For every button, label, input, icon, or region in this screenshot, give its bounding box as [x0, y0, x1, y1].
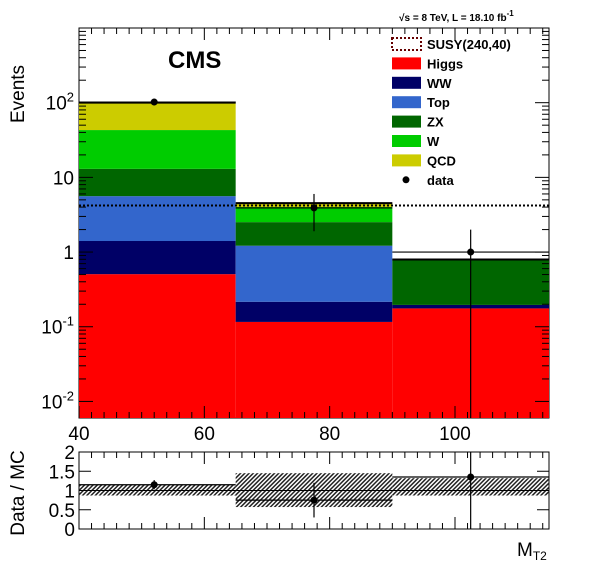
legend-swatch-qcd: [392, 154, 421, 167]
y-tick-exponent: -2: [62, 388, 74, 403]
bar-ww-bin-1: [235, 301, 393, 322]
data-point-1: [310, 204, 318, 212]
legend: SUSY(240,40) Higgs WW Top ZX W QCD data: [391, 37, 511, 188]
ratio-y-tick-label-2: 1: [64, 482, 75, 503]
legend-marker-data: [402, 176, 410, 184]
y-tick-label-4: 102: [46, 90, 74, 115]
x-axis-title-sub: T2: [533, 549, 547, 563]
legend-label-qcd: QCD: [427, 153, 456, 168]
legend-swatch-signal: [391, 37, 422, 51]
y-axis-title: Events: [8, 65, 29, 123]
x-axis-title-main: M: [517, 540, 533, 561]
ratio-point-2: [467, 473, 475, 481]
bar-higgs-bin-0: [79, 274, 236, 418]
y-tick-label-3: 10: [53, 168, 74, 189]
y-tick-base: 10: [41, 318, 62, 339]
legend-label-ww: WW: [427, 76, 452, 91]
bar-top-bin-1: [235, 245, 393, 302]
bar-qcd-bin-0: [79, 102, 236, 131]
x-tick-label-2: 80: [319, 424, 340, 445]
ratio-y-tick-label-0: 0: [64, 520, 75, 541]
ratio-point-1: [310, 496, 318, 504]
x-tick-label-1: 60: [194, 424, 215, 445]
legend-swatch-zx: [392, 115, 421, 128]
legend-label-top: Top: [427, 95, 450, 110]
x-axis-title: MT2: [517, 540, 547, 563]
legend-label-data: data: [427, 173, 455, 188]
ratio-uncertainty-band-0: [79, 484, 236, 496]
legend-swatch-higgs: [392, 57, 421, 70]
x-tick-label-3: 100: [439, 424, 471, 445]
legend-swatch-top: [392, 96, 421, 109]
lumi-text: √s = 8 TeV, L = 18.10 fb: [399, 13, 507, 24]
ratio-y-tick-label-3: 1.5: [49, 462, 75, 483]
bar-zx-bin-0: [79, 168, 236, 197]
legend-label-zx: ZX: [427, 115, 444, 130]
y-tick-exponent: 2: [67, 90, 74, 105]
ratio-y-tick-label-4: 2: [64, 443, 75, 464]
ratio-point-0: [150, 481, 158, 489]
bar-higgs-bin-1: [235, 321, 393, 418]
bar-w-bin-0: [79, 130, 236, 169]
lumi-label: √s = 8 TeV, L = 18.10 fb-1: [399, 9, 514, 24]
data-point-0: [150, 98, 158, 106]
y-tick-base: 10: [46, 94, 67, 115]
ratio-y-tick-label-1: 0.5: [49, 501, 75, 522]
y-tick-exponent: -1: [62, 314, 74, 329]
legend-label-susy-240-40-: SUSY(240,40): [427, 37, 511, 52]
bar-top-bin-0: [79, 196, 236, 242]
cms-label: CMS: [168, 47, 221, 74]
lumi-exponent: -1: [507, 9, 515, 18]
bar-ww-bin-0: [79, 241, 236, 275]
legend-label-w: W: [427, 134, 440, 149]
y-tick-base: 1: [63, 243, 74, 264]
x-tick-label-0: 40: [68, 424, 89, 445]
legend-label-higgs: Higgs: [427, 56, 463, 71]
data-point-2: [467, 248, 475, 256]
y-tick-label-2: 1: [63, 243, 74, 264]
y-tick-label-1: 10-1: [41, 314, 74, 339]
legend-swatch-w: [392, 135, 421, 147]
y-tick-base: 10: [41, 392, 62, 413]
y-tick-label-0: 10-2: [41, 388, 74, 413]
legend-swatch-ww: [392, 76, 421, 89]
ratio-y-axis-title: Data / MC: [8, 450, 29, 536]
y-tick-base: 10: [53, 168, 74, 189]
bar-zx-bin-1: [235, 222, 393, 246]
